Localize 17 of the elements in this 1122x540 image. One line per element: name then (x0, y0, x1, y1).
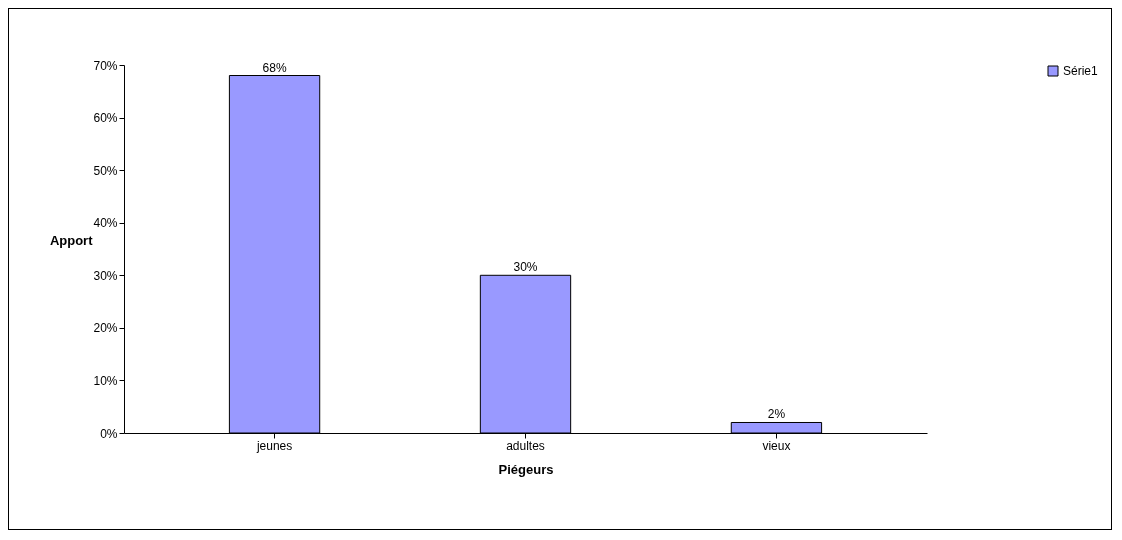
data-label: 68% (262, 60, 287, 75)
y-tick-label: 40% (93, 216, 118, 231)
x-tick-label: jeunes (255, 438, 293, 453)
y-tick-label: 60% (93, 111, 118, 126)
x-tick-label: adultes (506, 438, 545, 453)
data-label: 30% (513, 260, 538, 275)
y-tick-label: 70% (93, 58, 118, 73)
legend-label: Série1 (1063, 64, 1099, 78)
x-axis-title: Piégeurs (498, 461, 554, 477)
y-tick-label: 0% (100, 426, 118, 441)
y-tick-label: 50% (93, 163, 118, 178)
y-tick-label: 20% (93, 321, 118, 336)
y-tick-label: 10% (93, 373, 118, 388)
data-label: 2% (767, 407, 786, 422)
y-axis-title: Apport (49, 232, 94, 248)
x-tick-label: vieux (762, 438, 791, 453)
y-tick-label: 30% (93, 268, 118, 283)
